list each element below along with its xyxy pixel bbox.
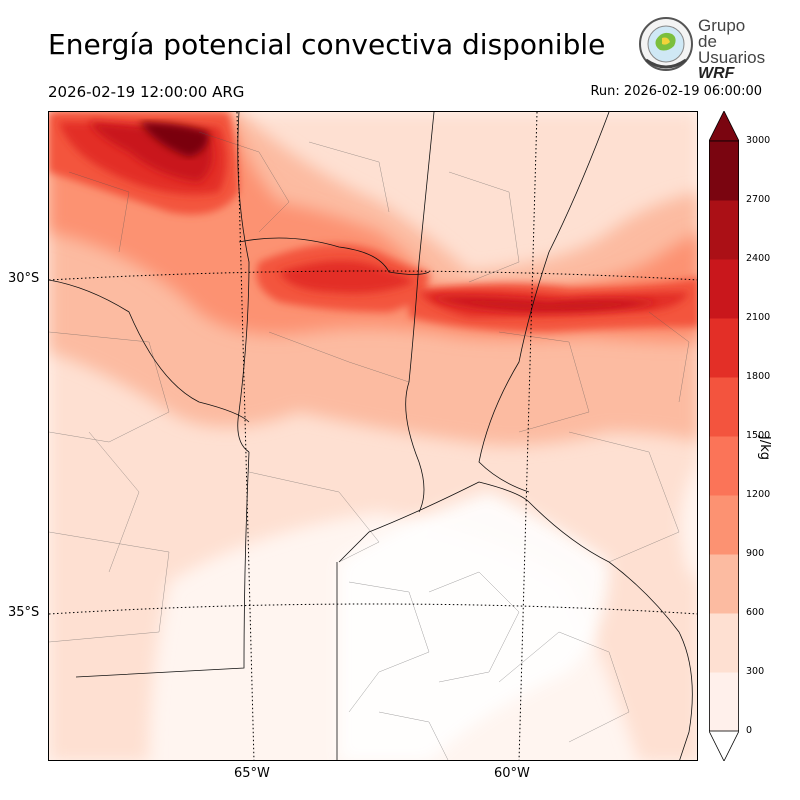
- colorbar-segment: [709, 436, 739, 496]
- graticule: [49, 112, 697, 760]
- colorbar-segment: [709, 377, 739, 437]
- colorbar-segment: [709, 495, 739, 555]
- colorbar-segment: [709, 672, 739, 732]
- map-title: Energía potencial convectiva disponible: [48, 28, 606, 61]
- department-lines: [49, 131, 690, 760]
- colorbar-tick-label: 2100: [746, 312, 771, 323]
- colorbar-tick-label: 0: [746, 725, 753, 736]
- colorbar-segment: [709, 554, 739, 614]
- colorbar-tick-label: 1200: [746, 489, 771, 500]
- lat-label-35: 35°S: [8, 605, 40, 620]
- valid-time: 2026-02-19 12:00:00 ARG: [48, 83, 245, 101]
- colorbar-segment: [709, 259, 739, 319]
- colorbar-tick-label: 600: [746, 607, 765, 618]
- colorbar-extend-min: [709, 730, 739, 761]
- colorbar-extend-max: [709, 111, 739, 142]
- colorbar: [709, 111, 739, 761]
- parallel-30s: [49, 270, 697, 281]
- colorbar-tick-label: 1500: [746, 430, 771, 441]
- globe-icon: [639, 17, 693, 71]
- colorbar-frame: [709, 140, 739, 732]
- colorbar-segment: [709, 613, 739, 673]
- colorbar-segment: [709, 141, 739, 201]
- lat-label-30: 30°S: [8, 271, 40, 286]
- colorbar-unit: J/kg: [757, 436, 772, 460]
- wrf-logo: Grupo de Usuarios WRF: [638, 16, 765, 82]
- logo-line-1: Grupo de: [698, 16, 746, 51]
- cape-field: [49, 112, 697, 760]
- colorbar-tick-label: 3000: [746, 135, 771, 146]
- colorbar-tick-label: 1800: [746, 371, 771, 382]
- cape-map: [48, 111, 698, 761]
- colorbar-tick-label: 2400: [746, 253, 771, 264]
- colorbar-tick-label: 300: [746, 666, 765, 677]
- boundaries: [49, 112, 693, 760]
- colorbar-tick-label: 900: [746, 548, 765, 559]
- parallel-35s: [49, 603, 697, 615]
- cape-band-7: [139, 122, 209, 157]
- meridian-60w: [518, 112, 538, 760]
- logo-line-2: Usuarios: [698, 48, 766, 67]
- cape-band-6: [89, 122, 659, 312]
- meridian-65w: [236, 112, 255, 760]
- logo-line-3: WRF: [698, 65, 735, 82]
- cape-band-5: [59, 122, 689, 317]
- lon-label-60: 60°W: [494, 766, 530, 781]
- lon-label-65: 65°W: [234, 766, 270, 781]
- run-time: Run: 2026-02-19 06:00:00: [590, 84, 762, 99]
- colorbar-segment: [709, 318, 739, 378]
- colorbar-segment: [709, 200, 739, 260]
- colorbar-tick-label: 2700: [746, 194, 771, 205]
- low-cape-area: [339, 492, 609, 760]
